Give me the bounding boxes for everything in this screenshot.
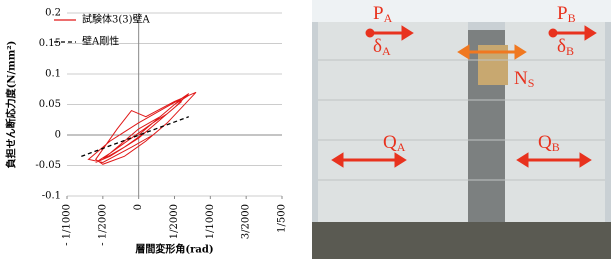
label-main: P (373, 3, 384, 24)
label-sub: A (382, 44, 391, 58)
y-tick-label: -0.1 (42, 191, 61, 202)
x-tick-label: 1/500 (277, 204, 288, 233)
page: {"chart_data":{"type":"line","y_label":"… (0, 0, 611, 259)
y-tick-label: 0.05 (39, 99, 61, 110)
label-sub: A (397, 140, 406, 154)
y-tick-label: -0.05 (35, 160, 61, 171)
x-axis-label: 層間変形角(rad) (135, 243, 213, 256)
label-main: Q (538, 132, 552, 153)
x-tick-label: - 1/2000 (97, 204, 108, 246)
label-sub: A (384, 11, 393, 25)
floor (312, 222, 611, 259)
label-main: N (514, 68, 528, 89)
x-tick-label: 3/2000 (241, 204, 252, 239)
x-tick-label: 0 (133, 204, 144, 210)
x-tick-label: 1/1000 (205, 204, 216, 239)
label-sub: S (528, 76, 535, 90)
label-sub: B (566, 44, 574, 58)
series-line (89, 92, 197, 164)
x-tick-label: 1/2000 (169, 204, 180, 239)
x-tick-label: - 1/1000 (62, 204, 73, 246)
legend-label: 壁A剛性 (82, 35, 119, 48)
label-main: Q (383, 132, 397, 153)
label-main: δ (373, 36, 382, 57)
series-line (81, 117, 188, 157)
figure: -0.1 -0.05 0 0.05 0.1 0.15 0.2 - 1/1000 - 1/2000… (0, 0, 611, 259)
y-tick-label: 0.15 (39, 38, 61, 49)
label-main: δ (557, 36, 566, 57)
label-sub: B (568, 11, 576, 25)
y-tick-label: 0.1 (45, 69, 61, 80)
label-sub: B (552, 140, 560, 154)
y-axis-label: 負担せん断応力度(N/mm²) (5, 41, 18, 169)
y-tick-label: 0 (55, 130, 61, 141)
wall-a (318, 22, 468, 222)
label-main: P (557, 3, 568, 24)
legend-label: 試験体3(3)壁A (82, 13, 151, 26)
y-tick-label: 0.2 (45, 8, 61, 19)
chart: -0.1 -0.05 0 0.05 0.1 0.15 0.2 - 1/1000 - 1/2000… (5, 8, 288, 256)
